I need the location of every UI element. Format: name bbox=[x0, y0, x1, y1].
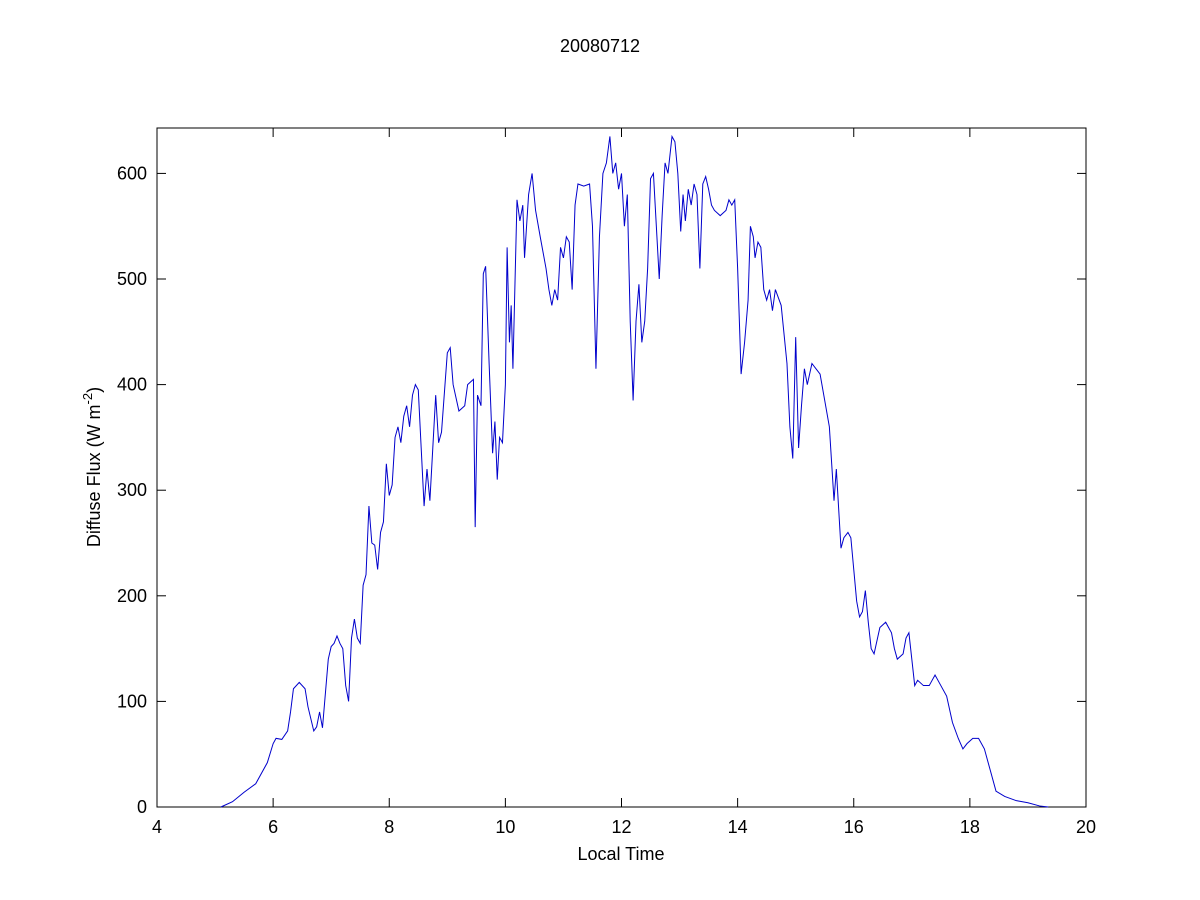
y-label-end: ) bbox=[84, 387, 104, 393]
y-tick-label: 200 bbox=[117, 586, 147, 606]
y-tick-label: 100 bbox=[117, 691, 147, 711]
chart-title: 20080712 bbox=[560, 36, 640, 56]
y-axis-label: Diffuse Flux (W m-2) bbox=[80, 387, 104, 547]
x-axis-label: Local Time bbox=[577, 844, 664, 864]
y-tick-label: 500 bbox=[117, 269, 147, 289]
x-tick-label: 20 bbox=[1076, 817, 1096, 837]
y-tick-label: 300 bbox=[117, 480, 147, 500]
y-label-sup: -2 bbox=[80, 393, 95, 405]
x-tick-label: 6 bbox=[268, 817, 278, 837]
y-tick-label: 0 bbox=[137, 797, 147, 817]
plot-area bbox=[156, 127, 1087, 808]
x-tick-label: 10 bbox=[495, 817, 515, 837]
y-label-text: Diffuse Flux (W m bbox=[84, 404, 104, 547]
data-line bbox=[220, 134, 1049, 808]
x-tick-label: 16 bbox=[844, 817, 864, 837]
x-tick-label: 4 bbox=[152, 817, 162, 837]
x-tick-label: 18 bbox=[960, 817, 980, 837]
x-tick-label: 12 bbox=[611, 817, 631, 837]
y-tick-label: 600 bbox=[117, 163, 147, 183]
x-tick-label: 8 bbox=[384, 817, 394, 837]
y-tick-label: 400 bbox=[117, 375, 147, 395]
x-tick-label: 14 bbox=[728, 817, 748, 837]
